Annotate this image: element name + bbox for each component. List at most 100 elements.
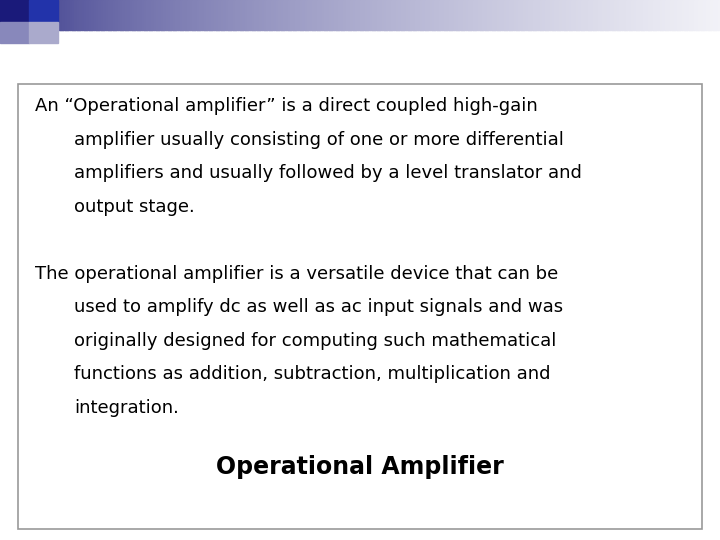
Bar (120, 0, 123, 30)
Bar (571, 0, 575, 30)
Bar (127, 0, 130, 30)
Bar (288, 0, 291, 30)
Bar (542, 0, 546, 30)
Bar (101, 0, 104, 30)
Bar (585, 0, 589, 30)
Bar (387, 0, 390, 30)
Bar (425, 0, 428, 30)
Bar (696, 0, 699, 30)
Bar (132, 0, 135, 30)
Bar (466, 0, 469, 30)
Bar (300, 0, 303, 30)
Bar (506, 0, 510, 30)
Bar (180, 0, 183, 30)
Bar (211, 0, 215, 30)
Bar (513, 0, 517, 30)
Bar (451, 0, 454, 30)
Bar (45, 0, 49, 30)
Bar (117, 0, 121, 30)
Bar (84, 0, 87, 30)
Bar (199, 0, 202, 30)
Bar (701, 0, 704, 30)
Bar (353, 0, 356, 30)
Bar (454, 0, 456, 30)
Bar (516, 0, 519, 30)
Bar (641, 0, 644, 30)
Bar (643, 0, 647, 30)
Bar (281, 0, 284, 30)
Bar (614, 0, 618, 30)
Bar (482, 0, 485, 30)
Bar (171, 0, 174, 30)
Bar (322, 0, 325, 30)
Bar (384, 0, 387, 30)
Bar (698, 0, 701, 30)
Bar (257, 0, 260, 30)
Text: amplifier usually consisting of one or more differential: amplifier usually consisting of one or m… (74, 131, 564, 149)
Bar (2, 0, 6, 30)
Bar (475, 0, 478, 30)
Bar (65, 0, 68, 30)
Bar (74, 0, 78, 30)
Bar (269, 0, 272, 30)
Bar (502, 0, 505, 30)
Bar (182, 0, 186, 30)
Bar (713, 0, 716, 30)
Bar (197, 0, 200, 30)
Bar (207, 0, 210, 30)
Bar (283, 0, 287, 30)
Bar (225, 0, 229, 30)
Bar (194, 0, 197, 30)
Bar (559, 0, 562, 30)
Bar (646, 0, 649, 30)
Bar (410, 0, 413, 30)
Bar (540, 0, 543, 30)
Bar (634, 0, 636, 30)
Bar (9, 0, 13, 30)
Text: used to amplify dc as well as ac input signals and was: used to amplify dc as well as ac input s… (74, 298, 563, 316)
Bar (333, 0, 337, 30)
Bar (324, 0, 327, 30)
Bar (53, 0, 56, 30)
Bar (153, 0, 157, 30)
Bar (408, 0, 411, 30)
Bar (607, 0, 611, 30)
Bar (509, 0, 512, 30)
Bar (108, 0, 111, 30)
Bar (665, 0, 668, 30)
Bar (0, 0, 29, 22)
Bar (139, 0, 143, 30)
Bar (650, 0, 654, 30)
Text: functions as addition, subtraction, multiplication and: functions as addition, subtraction, mult… (74, 365, 551, 383)
Bar (588, 0, 591, 30)
Bar (151, 0, 154, 30)
Text: amplifiers and usually followed by a level translator and: amplifiers and usually followed by a lev… (74, 164, 582, 182)
Bar (27, 0, 30, 30)
Bar (137, 0, 140, 30)
Bar (470, 0, 474, 30)
Bar (173, 0, 176, 30)
Bar (149, 0, 152, 30)
Bar (341, 0, 344, 30)
Bar (204, 0, 207, 30)
Bar (682, 0, 685, 30)
Bar (374, 0, 377, 30)
Bar (99, 0, 102, 30)
Bar (693, 0, 697, 30)
Bar (449, 0, 452, 30)
Bar (639, 0, 642, 30)
Bar (718, 0, 720, 30)
Bar (545, 0, 548, 30)
Bar (17, 0, 20, 30)
Bar (142, 0, 145, 30)
Bar (689, 0, 692, 30)
Bar (405, 0, 409, 30)
Bar (437, 0, 440, 30)
Bar (528, 0, 531, 30)
Bar (331, 0, 334, 30)
Bar (63, 0, 66, 30)
Bar (329, 0, 332, 30)
Bar (343, 0, 346, 30)
Bar (0, 0, 3, 30)
Bar (715, 0, 719, 30)
